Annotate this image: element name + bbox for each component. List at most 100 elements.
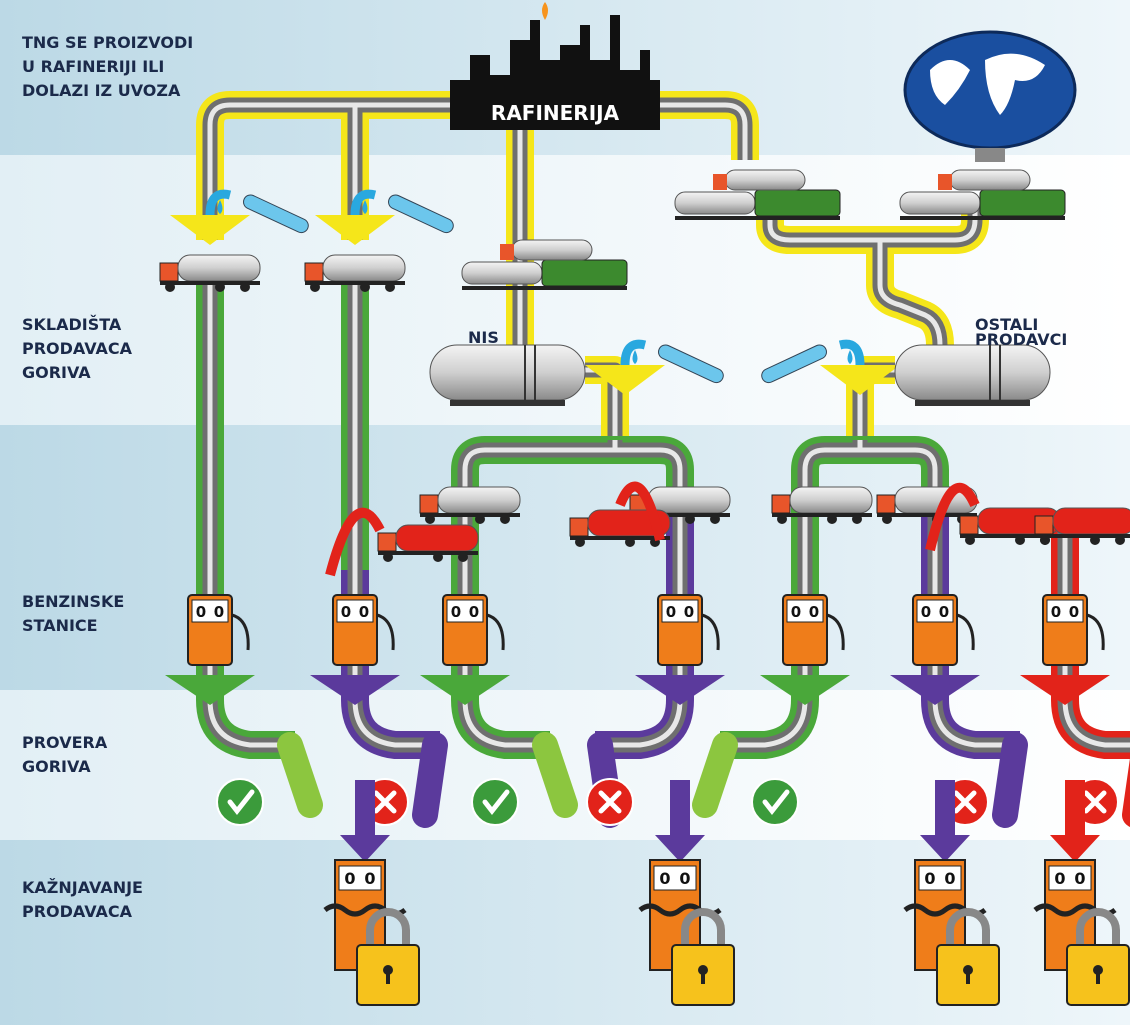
truck-cab: [160, 263, 178, 281]
nozzle: [1005, 745, 1015, 815]
truck-cab: [960, 516, 978, 534]
truck-cab: [772, 495, 790, 513]
truck-cab: [570, 518, 588, 536]
pump-digit: 0: [921, 603, 931, 621]
pump-digit: 0: [666, 603, 676, 621]
pump-digit: 0: [659, 869, 670, 888]
wheel: [827, 514, 837, 524]
keyhole-slot: [386, 970, 390, 984]
pump-digit: 0: [364, 869, 375, 888]
wheel: [433, 552, 443, 562]
pump-digit: 0: [214, 603, 224, 621]
infographic: TNG SE PROIZVODI U RAFINERIJI ILI DOLAZI I…: [0, 0, 1130, 1025]
wheel: [360, 282, 370, 292]
rail: [462, 286, 627, 290]
train-tank: [462, 262, 542, 284]
wheel: [475, 514, 485, 524]
rail: [675, 216, 840, 220]
section-label: BENZINSKE: [22, 592, 124, 611]
wheel: [1015, 535, 1025, 545]
result: [472, 779, 518, 825]
result: [217, 779, 263, 825]
pump-digit: 0: [451, 603, 461, 621]
train-tank: [950, 170, 1030, 190]
refinery-label: RAFINERIJA: [491, 101, 620, 125]
truck-cab: [305, 263, 323, 281]
wheel: [500, 514, 510, 524]
result: [752, 779, 798, 825]
train-tank: [675, 192, 755, 214]
section-label: U RAFINERIJI ILI: [22, 57, 164, 76]
wheel: [1090, 535, 1100, 545]
wheel: [165, 282, 175, 292]
truck-cab: [378, 533, 396, 551]
wheel: [383, 552, 393, 562]
section-label: GORIVA: [22, 363, 91, 382]
truck-tank: [1053, 508, 1130, 534]
wheel: [310, 282, 320, 292]
wheel: [458, 552, 468, 562]
pump-digit: 0: [684, 603, 694, 621]
pump-digit: 0: [196, 603, 206, 621]
wheel: [710, 514, 720, 524]
pump-digit: 0: [679, 869, 690, 888]
wheel: [1115, 535, 1125, 545]
pump-digit: 0: [809, 603, 819, 621]
pump-digit: 0: [939, 603, 949, 621]
tank-base: [450, 400, 565, 406]
truck-cab: [713, 174, 727, 190]
train-tank: [725, 170, 805, 190]
pump-digit: 0: [924, 869, 935, 888]
pump-digit: 0: [1069, 603, 1079, 621]
section-label: GORIVA: [22, 757, 91, 776]
locomotive: [542, 260, 627, 286]
truck-tank: [323, 255, 405, 281]
locomotive: [980, 190, 1065, 216]
section-label: KAŽNJAVANJE: [22, 878, 143, 897]
pump-digit: 0: [341, 603, 351, 621]
wheel: [240, 282, 250, 292]
wheel: [385, 282, 395, 292]
keyhole-slot: [966, 970, 970, 984]
truck-tank: [790, 487, 872, 513]
section-label: PRODAVACA: [22, 339, 133, 358]
truck-cab: [420, 495, 438, 513]
wheel: [777, 514, 787, 524]
keyhole-slot: [701, 970, 705, 984]
tank-base: [915, 400, 1030, 406]
truck-tank: [396, 525, 478, 551]
node-label: NIS: [468, 328, 499, 347]
train-tank: [900, 192, 980, 214]
globe-stand: [975, 148, 1005, 162]
section-label: STANICE: [22, 616, 98, 635]
pump-digit: 0: [344, 869, 355, 888]
storage-tank: [895, 345, 1050, 400]
pump-digit: 0: [944, 869, 955, 888]
truck-cab: [938, 174, 952, 190]
section-label: TNG SE PROIZVODI: [22, 33, 193, 52]
section-label: SKLADIŠTA: [22, 315, 122, 334]
pump-digit: 0: [1051, 603, 1061, 621]
wheel: [215, 282, 225, 292]
rail: [900, 216, 1065, 220]
pump-digit: 0: [1074, 869, 1085, 888]
truck-cab: [1035, 516, 1053, 534]
pump-digit: 0: [791, 603, 801, 621]
train-tank: [512, 240, 592, 260]
wheel: [852, 514, 862, 524]
wheel: [625, 537, 635, 547]
truck-tank: [438, 487, 520, 513]
section-label: DOLAZI IZ UVOZA: [22, 81, 181, 100]
truck-tank: [648, 487, 730, 513]
nozzle: [425, 745, 435, 815]
pump-digit: 0: [469, 603, 479, 621]
truck-tank: [178, 255, 260, 281]
pump-digit: 0: [359, 603, 369, 621]
node-label: PRODAVCI: [975, 330, 1067, 349]
storage-tank: [430, 345, 585, 400]
keyhole-slot: [1096, 970, 1100, 984]
section-label: PROVERA: [22, 733, 108, 752]
locomotive: [755, 190, 840, 216]
wheel: [1040, 535, 1050, 545]
truck-cab: [500, 244, 514, 260]
